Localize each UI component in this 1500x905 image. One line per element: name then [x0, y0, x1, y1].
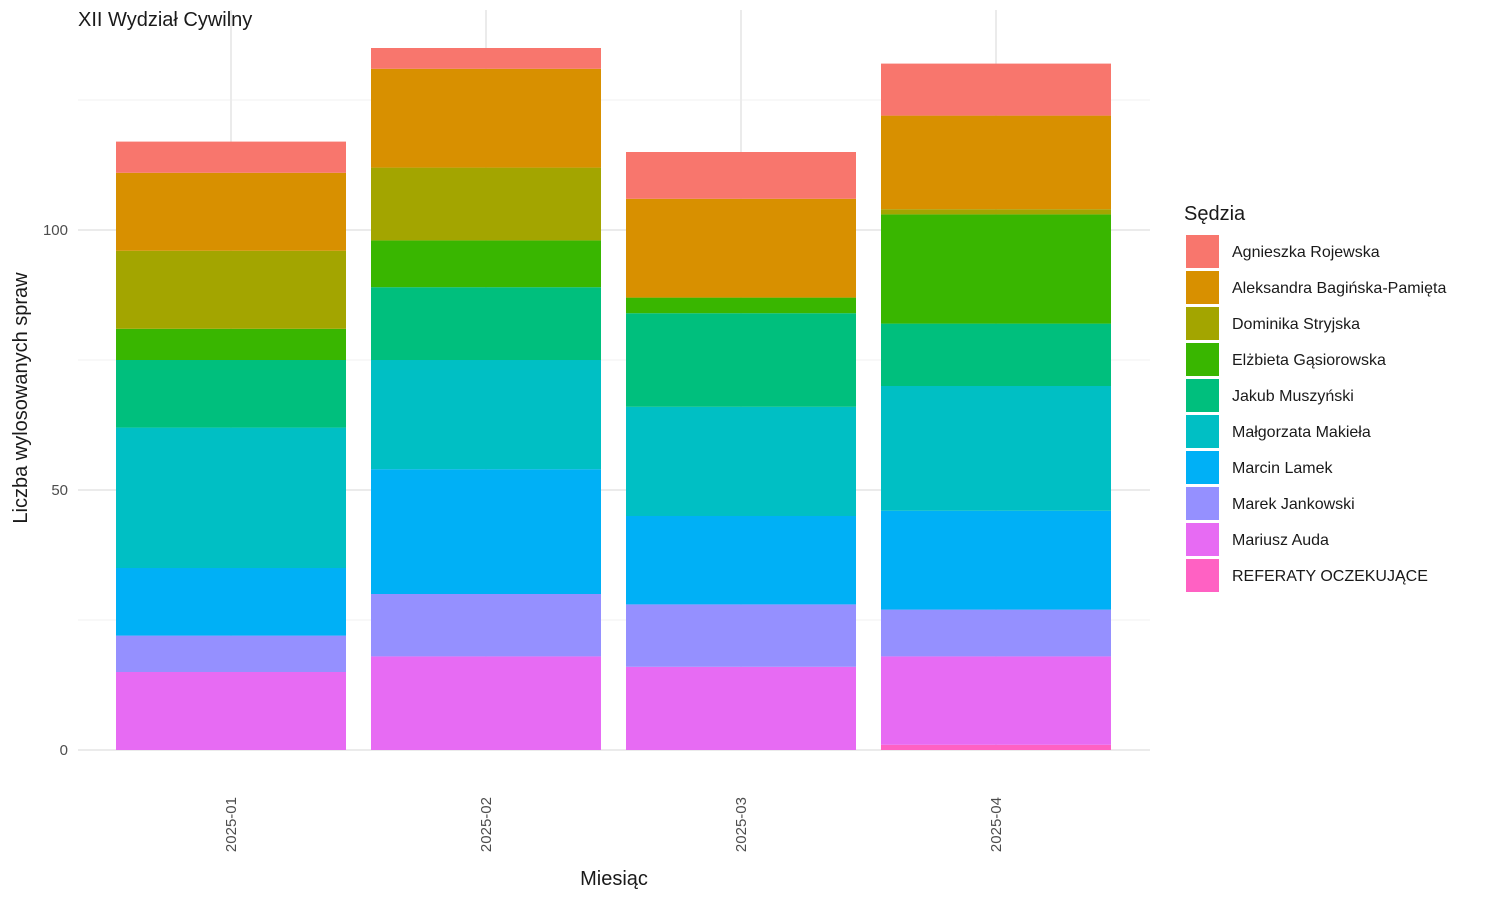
bar-segment	[881, 656, 1111, 745]
bar-segment	[626, 297, 856, 314]
legend-label: Aleksandra Bagińska-Pamięta	[1232, 280, 1446, 297]
bar-segment	[116, 360, 346, 428]
bar-segment	[371, 594, 601, 657]
legend-swatch	[1186, 307, 1219, 340]
legend-label: Elżbieta Gąsiorowska	[1232, 352, 1386, 369]
bar-segment	[116, 172, 346, 251]
y-tick-label: 50	[51, 482, 68, 499]
legend-swatch	[1186, 415, 1219, 448]
bar-segment	[371, 469, 601, 594]
bar-segment	[881, 744, 1111, 750]
bar-segment	[881, 209, 1111, 215]
bar-segment	[626, 313, 856, 407]
legend-swatch	[1186, 559, 1219, 592]
bar-segment	[626, 198, 856, 298]
y-tick-label: 0	[60, 742, 68, 759]
bar-segment	[881, 609, 1111, 657]
bar-segment	[116, 635, 346, 672]
bar-segment	[116, 250, 346, 329]
bar-segment	[626, 406, 856, 516]
legend-swatch	[1186, 271, 1219, 304]
legend: Sędzia Agnieszka Rojewska Aleksandra Bagi…	[1184, 203, 1446, 592]
bar-segment	[116, 328, 346, 360]
bar-segment	[626, 152, 856, 199]
legend-swatch	[1186, 523, 1219, 556]
bar-segment	[116, 672, 346, 750]
bar-segment	[881, 386, 1111, 511]
legend-label: Jakub Muszyński	[1232, 388, 1354, 405]
legend-title: Sędzia	[1184, 203, 1246, 225]
chart-title: XII Wydział Cywilny	[78, 9, 252, 31]
bar-segment	[881, 323, 1111, 386]
bar-segment	[881, 63, 1111, 116]
legend-swatch	[1186, 487, 1219, 520]
x-axis-title: Miesiąc	[580, 868, 648, 890]
y-axis-title: Liczba wylosowanych spraw	[10, 272, 32, 524]
bar-segment	[116, 568, 346, 636]
legend-label: Dominika Stryjska	[1232, 316, 1360, 333]
x-tick-label: 2025-02	[478, 797, 495, 852]
bar-segment	[626, 604, 856, 667]
bar-segment	[626, 666, 856, 750]
legend-label: Małgorzata Makieła	[1232, 424, 1371, 441]
x-tick-label: 2025-01	[223, 797, 240, 852]
legend-label: Agnieszka Rojewska	[1232, 244, 1380, 261]
x-axis-ticks: 2025-01 2025-02 2025-03 2025-04	[223, 797, 1005, 852]
bar-segment	[626, 516, 856, 605]
legend-swatch	[1186, 343, 1219, 376]
bar-segment	[116, 141, 346, 173]
bar-segment	[371, 656, 601, 750]
x-tick-label: 2025-03	[733, 797, 750, 852]
bar-segment	[371, 68, 601, 168]
y-axis-ticks: 0 50 100	[43, 222, 68, 759]
legend-label: Marcin Lamek	[1232, 460, 1333, 477]
legend-label: Mariusz Auda	[1232, 532, 1329, 549]
legend-swatch	[1186, 379, 1219, 412]
bar-segment	[116, 427, 346, 568]
bar-segment	[371, 360, 601, 470]
bar-segment	[881, 510, 1111, 610]
legend-swatch	[1186, 451, 1219, 484]
bar-segment	[881, 115, 1111, 210]
legend-label: Marek Jankowski	[1232, 496, 1355, 513]
bar-segment	[371, 240, 601, 288]
legend-swatch	[1186, 235, 1219, 268]
y-tick-label: 100	[43, 222, 68, 239]
bar-segment	[881, 214, 1111, 324]
bars	[116, 48, 1111, 750]
legend-label: REFERATY OCZEKUJĄCE	[1232, 568, 1428, 585]
bar-segment	[371, 48, 601, 69]
bar-segment	[371, 167, 601, 241]
x-tick-label: 2025-04	[988, 797, 1005, 852]
bar-segment	[371, 287, 601, 360]
